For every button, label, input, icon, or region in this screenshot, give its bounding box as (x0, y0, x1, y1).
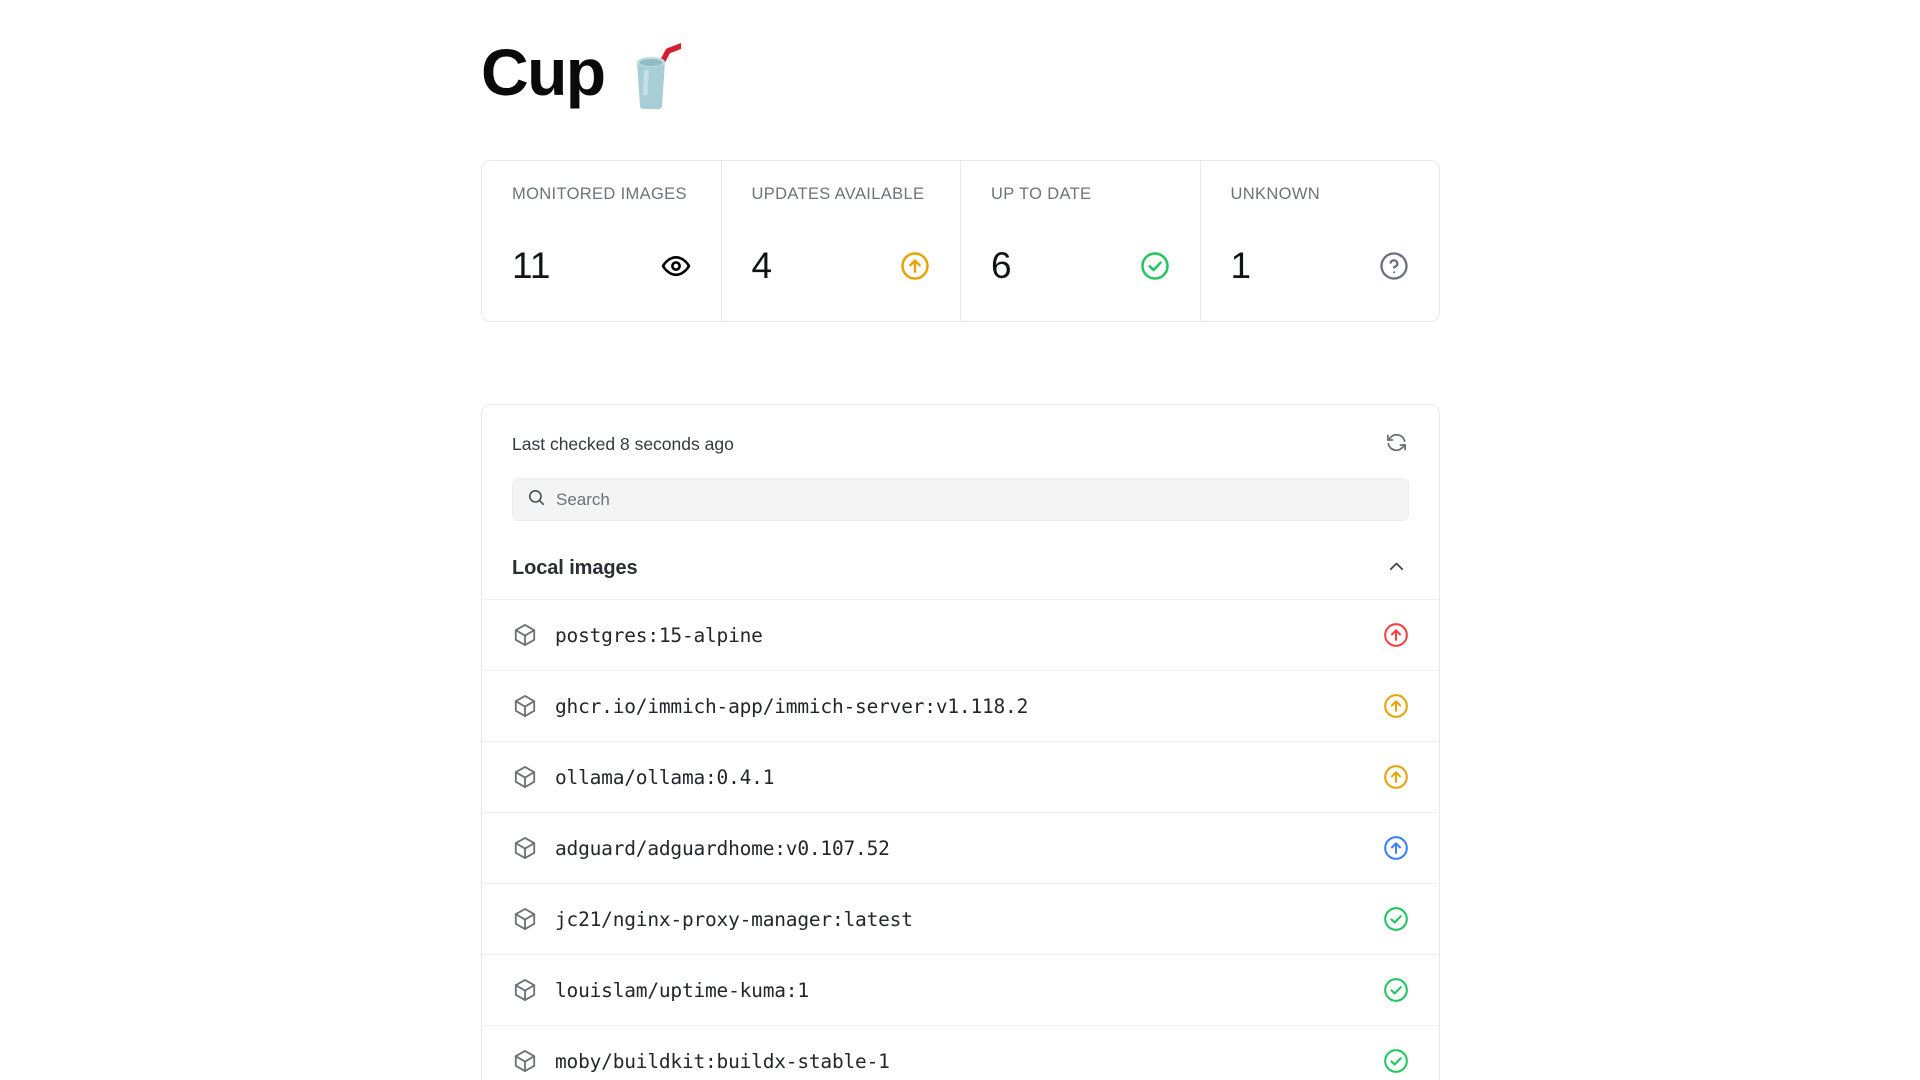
refresh-button[interactable] (1383, 431, 1409, 457)
panel-top: Last checked 8 seconds ago (482, 405, 1439, 521)
last-checked-text: Last checked 8 seconds ago (512, 433, 734, 454)
stat-card-unknown: UNKNOWN 1 (1201, 161, 1440, 321)
local-images-list: postgres:15-alpine ghcr.io/immich-app/im… (482, 599, 1439, 1080)
arrow-up-circle-icon[interactable] (1383, 835, 1409, 861)
stat-label: UPDATES AVAILABLE (751, 185, 925, 203)
box-icon (512, 1048, 538, 1074)
image-row[interactable]: louislam/uptime-kuma:1 (482, 954, 1439, 1025)
stat-label: MONITORED IMAGES (512, 185, 687, 203)
image-row[interactable]: ghcr.io/immich-app/immich-server:v1.118.… (482, 670, 1439, 741)
stat-label: UNKNOWN (1230, 185, 1321, 203)
image-name: ollama/ollama:0.4.1 (555, 765, 775, 789)
stat-card-monitored-images: MONITORED IMAGES 11 (482, 161, 722, 321)
image-name: ghcr.io/immich-app/immich-server:v1.118.… (555, 694, 1029, 718)
stats-row: MONITORED IMAGES 11 UPDATES AVAILABLE 4 (481, 160, 1440, 322)
check-circle-icon (1140, 251, 1170, 281)
collapse-section-button[interactable] (1383, 555, 1409, 581)
stat-bottom: 1 (1231, 247, 1410, 284)
box-icon (512, 906, 538, 932)
image-row[interactable]: postgres:15-alpine (482, 599, 1439, 670)
image-row[interactable]: adguard/adguardhome:v0.107.52 (482, 812, 1439, 883)
app-header: Cup (481, 22, 684, 122)
image-name: jc21/nginx-proxy-manager:latest (555, 907, 913, 931)
image-name: louislam/uptime-kuma:1 (555, 978, 809, 1002)
refresh-icon (1385, 431, 1408, 457)
box-icon (512, 622, 538, 648)
image-row[interactable]: jc21/nginx-proxy-manager:latest (482, 883, 1439, 954)
check-circle-icon[interactable] (1383, 906, 1409, 932)
box-icon (512, 835, 538, 861)
stat-bottom: 6 (991, 247, 1170, 284)
search-bar[interactable] (512, 478, 1409, 521)
stat-bottom: 4 (752, 247, 931, 284)
box-icon (512, 693, 538, 719)
stat-card-updates-available: UPDATES AVAILABLE 4 (722, 161, 961, 321)
box-icon (512, 764, 538, 790)
stat-value: 11 (512, 245, 551, 286)
box-icon (512, 977, 538, 1003)
image-row[interactable]: moby/buildkit:buildx-stable-1 (482, 1025, 1439, 1080)
chevron-up-icon (1386, 556, 1407, 580)
eye-icon (661, 251, 691, 281)
arrow-up-circle-icon[interactable] (1383, 764, 1409, 790)
stat-card-up-to-date: UP TO DATE 6 (961, 161, 1201, 321)
arrow-up-circle-icon (900, 251, 930, 281)
search-icon (527, 488, 546, 512)
question-circle-icon (1379, 251, 1409, 281)
stat-value: 4 (751, 245, 773, 286)
search-input[interactable] (556, 489, 1394, 510)
image-name: moby/buildkit:buildx-stable-1 (555, 1049, 890, 1073)
image-row[interactable]: ollama/ollama:0.4.1 (482, 741, 1439, 812)
check-circle-icon[interactable] (1383, 977, 1409, 1003)
page-title: Cup (481, 35, 606, 109)
stat-bottom: 11 (512, 247, 691, 284)
arrow-up-circle-icon[interactable] (1383, 693, 1409, 719)
stat-value: 1 (1230, 245, 1252, 286)
local-images-section-header[interactable]: Local images (482, 537, 1439, 599)
last-checked-row: Last checked 8 seconds ago (512, 431, 1409, 457)
stat-label: UP TO DATE (991, 185, 1092, 203)
cup-with-straw-emoji-icon (619, 39, 684, 109)
images-panel: Last checked 8 seconds ago (481, 404, 1440, 1080)
image-name: postgres:15-alpine (555, 623, 763, 647)
image-name: adguard/adguardhome:v0.107.52 (555, 836, 890, 860)
stat-value: 6 (991, 245, 1012, 286)
check-circle-icon[interactable] (1383, 1048, 1409, 1074)
arrow-up-circle-icon[interactable] (1383, 622, 1409, 648)
section-title: Local images (512, 556, 638, 579)
